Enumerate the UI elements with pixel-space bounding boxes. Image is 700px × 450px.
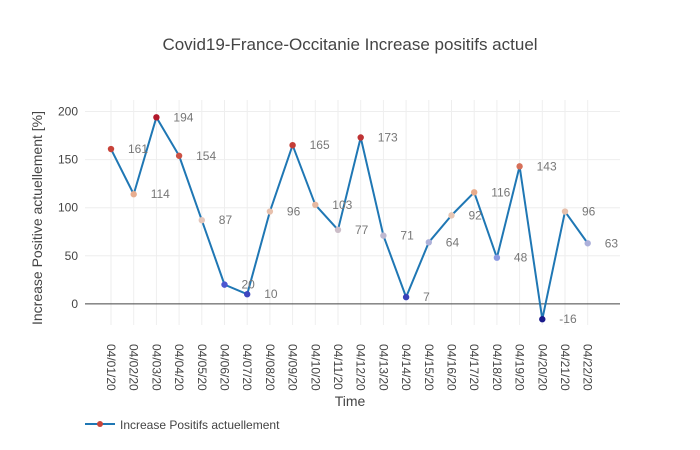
x-tick-label: 04/16/20 <box>445 344 459 391</box>
data-point[interactable] <box>357 134 364 141</box>
data-label: 87 <box>219 213 233 227</box>
x-tick-label: 04/14/20 <box>399 344 413 391</box>
y-axis-ticks: 0 50 100 150 200 <box>58 105 78 311</box>
x-tick-label: 04/11/20 <box>331 344 345 390</box>
legend-marker <box>97 421 103 427</box>
x-tick-label: 04/02/20 <box>127 344 141 391</box>
data-label: 161 <box>128 142 148 156</box>
y-tick-label: 200 <box>58 105 78 119</box>
data-point[interactable] <box>561 208 569 215</box>
x-tick-label: 04/21/20 <box>558 344 572 391</box>
x-tick-label: 04/08/20 <box>263 344 277 391</box>
data-label: 165 <box>310 138 330 152</box>
x-axis-label: Time <box>335 393 366 409</box>
x-tick-label: 04/06/20 <box>218 344 232 391</box>
data-label: 64 <box>446 235 460 249</box>
data-label: 48 <box>514 251 528 265</box>
data-point[interactable] <box>153 114 160 121</box>
data-label: 92 <box>469 208 483 222</box>
data-point[interactable] <box>198 216 205 224</box>
data-label: 96 <box>582 205 596 219</box>
data-label: 71 <box>400 229 414 243</box>
data-point[interactable] <box>471 189 478 196</box>
x-tick-label: 04/05/20 <box>195 344 209 391</box>
data-label: 7 <box>423 290 430 304</box>
legend-label: Increase Positifs actuellement <box>120 418 280 432</box>
data-point[interactable] <box>244 291 251 298</box>
x-tick-label: 04/01/20 <box>104 344 118 391</box>
series-line-layer <box>110 116 589 321</box>
data-point[interactable] <box>493 254 501 261</box>
data-point[interactable] <box>221 281 228 288</box>
data-point[interactable] <box>425 239 432 246</box>
x-tick-label: 04/09/20 <box>286 344 300 391</box>
chart-title: Covid19-France-Occitanie Increase positi… <box>162 35 537 54</box>
data-point[interactable] <box>539 316 546 323</box>
x-axis-ticks: 04/01/20 04/02/20 04/03/20 04/04/20 04/05/20… <box>104 344 595 391</box>
data-point[interactable] <box>175 152 183 159</box>
data-point[interactable] <box>380 232 387 239</box>
data-label: -16 <box>559 312 577 326</box>
y-tick-label: 50 <box>65 249 79 263</box>
x-tick-label: 04/07/20 <box>240 344 254 391</box>
data-label: 114 <box>151 187 170 201</box>
y-tick-label: 0 <box>71 297 78 311</box>
data-point[interactable] <box>289 141 296 149</box>
data-label: 194 <box>173 110 193 124</box>
x-tick-label: 04/18/20 <box>490 344 504 391</box>
data-label: 143 <box>537 159 557 173</box>
data-point[interactable] <box>402 293 410 301</box>
data-point[interactable] <box>107 145 115 153</box>
x-tick-label: 04/10/20 <box>308 344 322 391</box>
data-point[interactable] <box>448 212 455 219</box>
data-label: 20 <box>242 278 256 292</box>
data-label: 103 <box>332 198 352 212</box>
x-tick-label: 04/17/20 <box>467 344 481 391</box>
y-tick-label: 100 <box>58 201 78 215</box>
data-point[interactable] <box>312 201 319 209</box>
y-tick-label: 150 <box>58 153 78 167</box>
y-axis-label: Increase Positive actuellement [%] <box>29 111 45 325</box>
x-tick-label: 04/12/20 <box>354 344 368 391</box>
data-point[interactable] <box>516 163 523 170</box>
x-tick-label: 04/22/20 <box>581 344 595 391</box>
data-label: 173 <box>378 131 398 145</box>
x-tick-label: 04/19/20 <box>513 344 527 391</box>
series-line <box>110 116 589 321</box>
x-tick-label: 04/13/20 <box>376 344 390 391</box>
legend[interactable]: Increase Positifs actuellement <box>85 418 280 432</box>
data-label: 154 <box>196 149 216 163</box>
x-tick-label: 04/03/20 <box>149 344 163 391</box>
data-point[interactable] <box>266 208 274 215</box>
series-markers <box>107 114 591 323</box>
data-label: 96 <box>287 205 301 219</box>
data-point[interactable] <box>334 226 342 234</box>
x-tick-label: 04/04/20 <box>172 344 186 391</box>
x-tick-label: 04/15/20 <box>422 344 436 391</box>
data-label: 63 <box>605 236 619 250</box>
data-label: 77 <box>355 223 369 237</box>
data-label: 10 <box>264 287 278 301</box>
data-point[interactable] <box>130 191 137 198</box>
data-label: 116 <box>491 185 510 199</box>
data-point[interactable] <box>584 240 591 247</box>
x-tick-label: 04/20/20 <box>535 344 549 391</box>
